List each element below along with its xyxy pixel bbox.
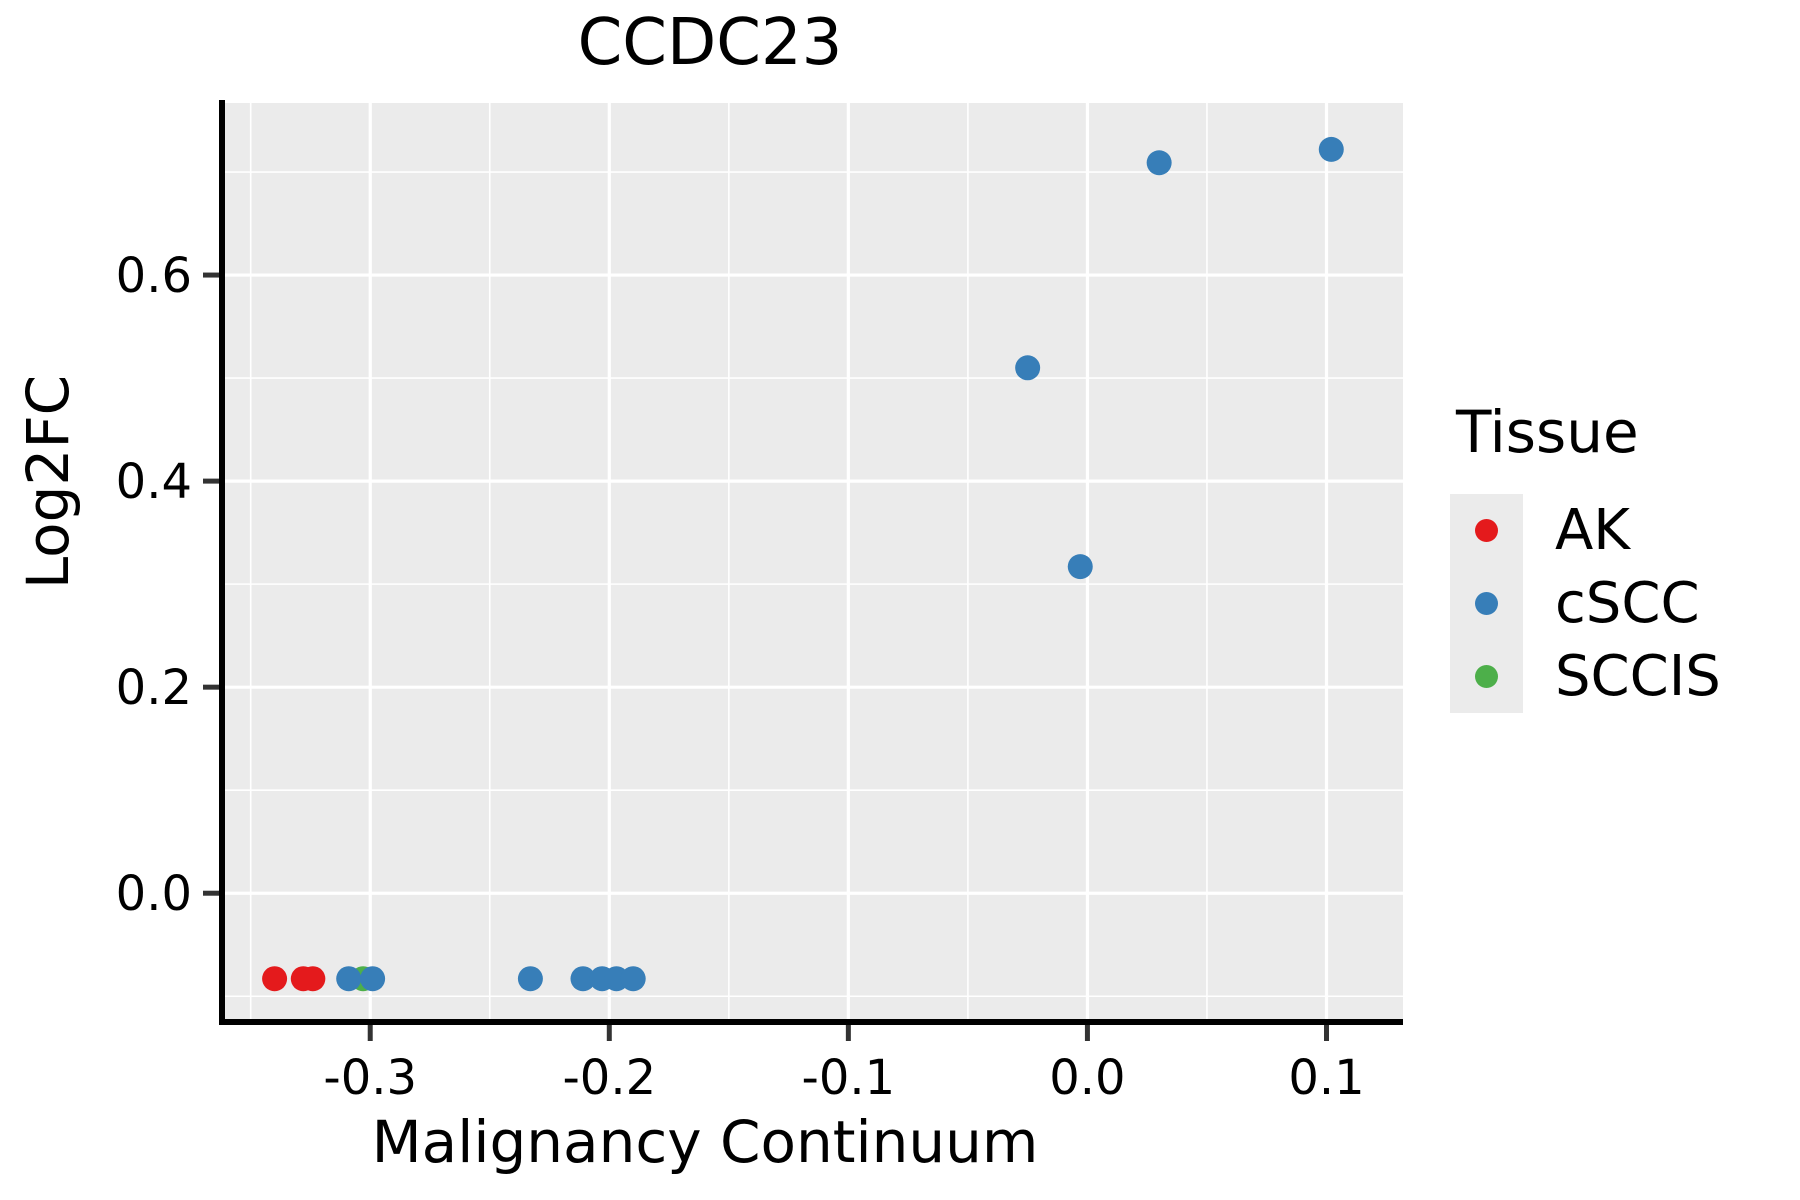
y-tick-label: 0.6: [116, 248, 192, 304]
y-tick-label: 0.2: [116, 660, 192, 716]
x-tick-label: -0.1: [802, 1050, 896, 1106]
y-tick-label: 0.4: [116, 454, 192, 510]
legend-key-box: [1450, 494, 1523, 567]
legend-label: AK: [1555, 498, 1631, 563]
legend-key-box: [1450, 567, 1523, 640]
legend-dot-icon: [1475, 592, 1498, 615]
plot-panel: [222, 103, 1403, 1022]
legend: Tissue AK cSCC SCCIS: [1450, 398, 1721, 713]
legend-item-AK: AK: [1450, 494, 1721, 567]
data-point-cSCC: [360, 966, 386, 992]
legend-item-cSCC: cSCC: [1450, 567, 1721, 640]
legend-dot-icon: [1475, 665, 1498, 688]
data-point-cSCC: [1067, 554, 1093, 580]
data-point-AK: [262, 966, 288, 992]
data-point-cSCC: [620, 966, 646, 992]
legend-item-SCCIS: SCCIS: [1450, 640, 1721, 713]
x-axis-title: Malignancy Continuum: [371, 1108, 1039, 1176]
data-point-cSCC: [1015, 355, 1041, 381]
data-point-cSCC: [1146, 150, 1172, 176]
x-tick-label: -0.2: [562, 1050, 656, 1106]
legend-title: Tissue: [1456, 398, 1639, 466]
x-tick-label: 0.0: [1049, 1050, 1125, 1106]
data-point-cSCC: [517, 966, 543, 992]
data-point-cSCC: [336, 966, 362, 992]
chart-title: CCDC23: [577, 6, 843, 80]
legend-dot-icon: [1475, 519, 1498, 542]
data-point-AK: [300, 966, 326, 992]
legend-label: cSCC: [1555, 571, 1700, 636]
data-point-cSCC: [570, 966, 596, 992]
y-axis-title: Log2FC: [14, 374, 82, 590]
data-point-cSCC: [1318, 136, 1344, 162]
y-tick-label: 0.0: [116, 866, 192, 922]
legend-label: SCCIS: [1555, 644, 1721, 709]
x-tick-label: -0.3: [323, 1050, 417, 1106]
legend-items: AK cSCC SCCIS: [1450, 494, 1721, 713]
legend-key-box: [1450, 640, 1523, 713]
x-tick-label: 0.1: [1288, 1050, 1364, 1106]
